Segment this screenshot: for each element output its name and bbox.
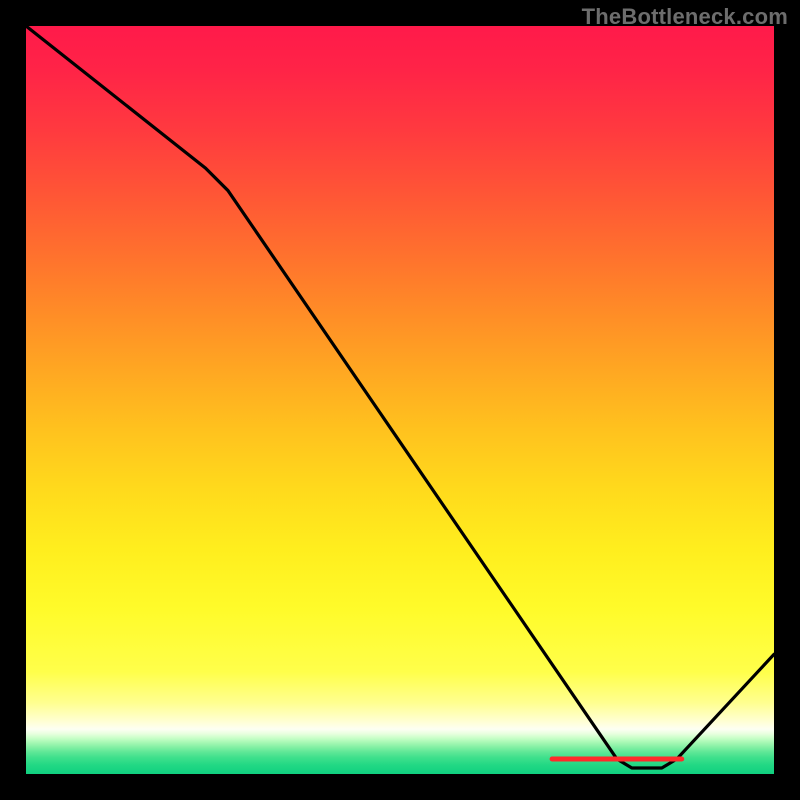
chart-stage: TheBottleneck.com bbox=[0, 0, 800, 800]
chart-svg bbox=[0, 0, 800, 800]
minimum-marker bbox=[550, 757, 685, 762]
watermark-text: TheBottleneck.com bbox=[582, 4, 788, 30]
plot-area bbox=[26, 26, 774, 774]
